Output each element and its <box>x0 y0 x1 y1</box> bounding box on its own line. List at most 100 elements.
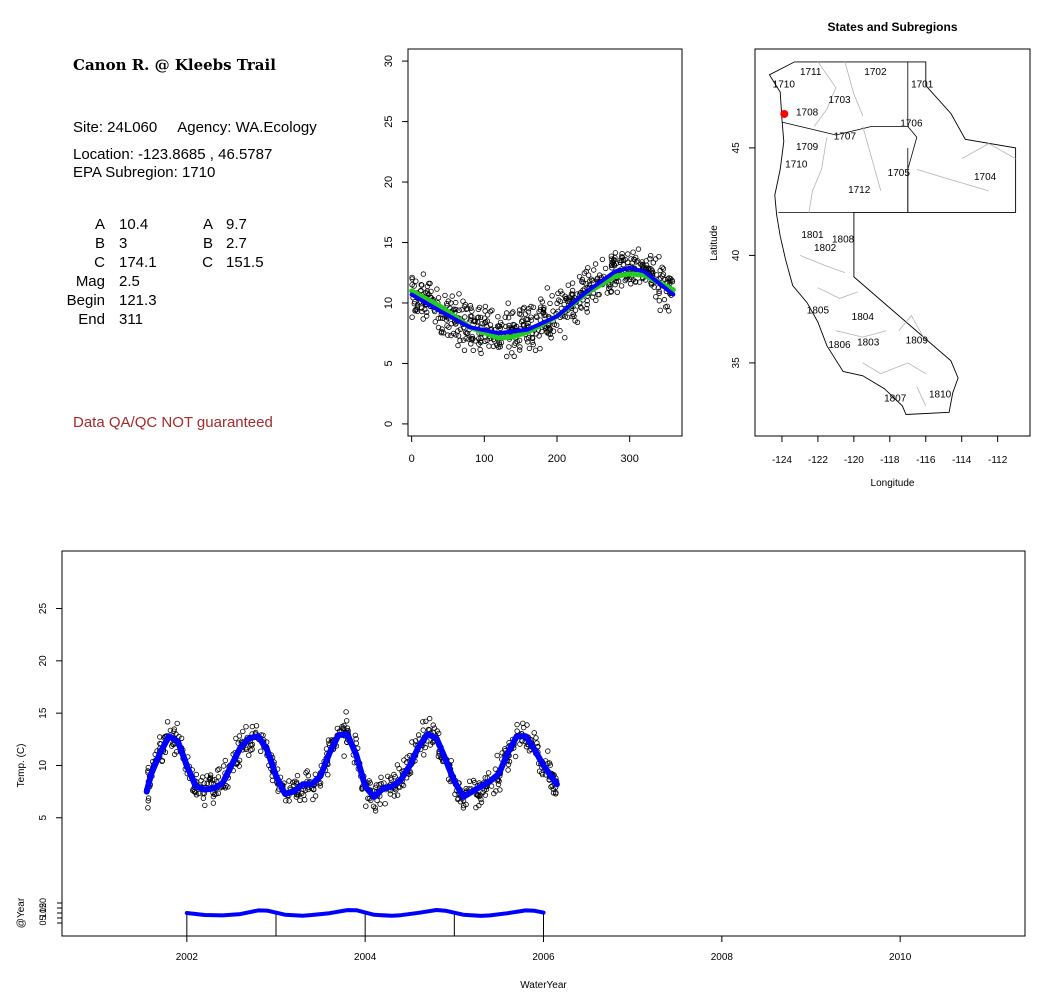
doy-point <box>437 315 444 321</box>
doy-point <box>547 300 553 307</box>
doy-point <box>412 299 418 305</box>
ts-y-tick-label: 20 <box>38 655 49 667</box>
doy-point <box>530 341 536 348</box>
ts-point <box>193 771 199 778</box>
ts-point <box>312 771 318 777</box>
doy-point <box>612 281 618 288</box>
ts-point <box>385 773 391 779</box>
ts-point <box>304 768 310 774</box>
ts-point <box>236 733 243 739</box>
doy-point <box>565 282 571 288</box>
ts-point <box>344 725 351 731</box>
doy-point <box>576 274 583 280</box>
doy-point <box>628 281 634 287</box>
subregion-label: 1703 <box>828 95 851 106</box>
doy-y-tick-label: 10 <box>383 297 395 309</box>
ts-point <box>430 722 436 728</box>
param-right-key: B <box>202 235 213 252</box>
doy-point <box>585 265 591 271</box>
doy-point <box>584 298 590 304</box>
doy-point <box>482 303 489 310</box>
ts-point <box>216 766 222 772</box>
location-line: Location: -123.8685 , 46.5787 <box>73 146 273 163</box>
doy-point <box>511 342 517 348</box>
ts-point <box>286 778 292 784</box>
doy-point <box>548 335 554 341</box>
map-x-tick-label: -116 <box>916 455 936 466</box>
ts-point <box>171 751 178 758</box>
doy-point <box>636 279 643 285</box>
doy-point <box>426 280 432 287</box>
doy-point <box>574 319 581 325</box>
doy-point <box>516 311 523 317</box>
doy-point <box>614 289 620 295</box>
doy-point <box>525 320 531 327</box>
ts-point <box>168 743 175 749</box>
doy-point <box>611 256 617 263</box>
doy-point <box>659 264 665 270</box>
doy-point <box>555 297 562 303</box>
doy-point <box>468 335 475 342</box>
map-x-tick-label: -114 <box>952 455 972 466</box>
doy-point <box>607 284 613 290</box>
doy-x-tick-label: 200 <box>548 453 566 465</box>
doy-point <box>486 343 492 349</box>
ts-point <box>372 805 378 811</box>
doy-point <box>656 288 662 294</box>
map-y-tick-label: 45 <box>731 142 742 154</box>
ts-point <box>157 734 163 740</box>
doy-point <box>438 330 444 336</box>
ts-point <box>215 774 222 780</box>
ts-point <box>196 790 202 797</box>
doy-point <box>413 278 419 284</box>
param-left-value: 121.3 <box>119 292 157 309</box>
param-right-key: C <box>202 254 213 271</box>
doy-point <box>420 316 426 322</box>
ts-x-tick-label: 2004 <box>354 952 377 963</box>
doy-point <box>589 294 596 300</box>
ts-point <box>372 784 379 791</box>
param-right-value: 9.7 <box>226 216 247 233</box>
ts-point <box>344 718 350 724</box>
subregion-label: 1706 <box>900 118 923 129</box>
ts-point <box>388 777 394 783</box>
doy-point <box>549 293 555 299</box>
doy-point <box>533 331 539 337</box>
param-left-value: 10.4 <box>119 216 149 233</box>
subregion-border <box>898 314 927 342</box>
ts-point <box>431 725 438 731</box>
doy-point <box>467 313 474 319</box>
doy-point <box>409 314 415 320</box>
doy-x-tick-label: 300 <box>620 453 638 465</box>
timeseries-chart: 2002 2004 2006 2008 2010510152025WaterYearTe… <box>16 550 1026 991</box>
doy-point <box>470 347 476 354</box>
ts-point <box>420 719 426 725</box>
doy-point <box>424 309 430 315</box>
state-border <box>781 61 909 136</box>
doy-point <box>580 279 586 286</box>
subregion-border <box>835 330 887 338</box>
doy-point <box>468 305 474 311</box>
doy-point <box>591 267 597 273</box>
ts-point <box>363 803 369 809</box>
doy-point <box>570 311 576 317</box>
ts-point <box>341 753 347 759</box>
doy-point <box>608 253 614 259</box>
ts-point <box>214 767 221 773</box>
doy-point <box>457 326 464 332</box>
ts-x-tick-label: 2002 <box>176 952 199 963</box>
param-left-key: Mag <box>75 273 105 290</box>
doy-point <box>469 308 475 314</box>
doy-point <box>561 301 567 308</box>
ts-point <box>404 754 410 760</box>
doy-point <box>562 335 568 341</box>
doy-point <box>628 256 634 262</box>
ts-point <box>164 719 171 725</box>
doy-point <box>648 266 654 272</box>
ts-point <box>286 798 292 804</box>
doy-point <box>602 265 609 272</box>
ts-point <box>382 801 388 807</box>
ts-point <box>495 781 502 788</box>
doy-point <box>420 271 427 277</box>
doy-point <box>478 314 484 321</box>
